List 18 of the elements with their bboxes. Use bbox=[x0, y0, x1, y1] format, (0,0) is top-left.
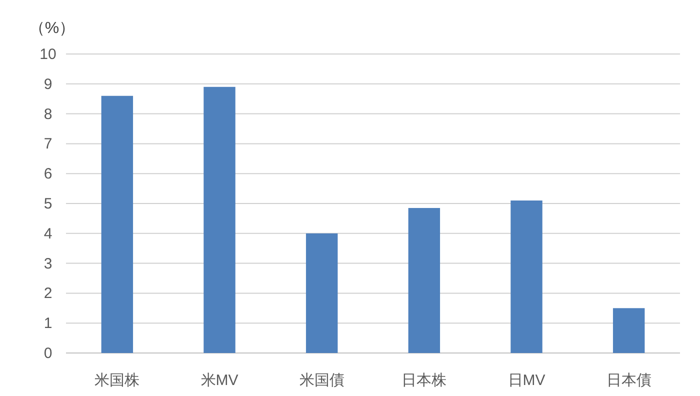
y-tick-label: 9 bbox=[44, 76, 52, 93]
x-tick-label: 日本株 bbox=[402, 372, 447, 389]
y-tick-label: 7 bbox=[44, 136, 52, 153]
x-tick-label: 米MV bbox=[200, 372, 238, 389]
y-tick-label: 5 bbox=[44, 196, 52, 212]
y-tick-label: 10 bbox=[40, 46, 56, 63]
x-tick-label: 米国債 bbox=[299, 372, 344, 389]
x-tick-label: 米国株 bbox=[94, 372, 140, 389]
y-tick-label: 1 bbox=[44, 315, 52, 332]
y-tick-label: 3 bbox=[44, 255, 52, 272]
y-tick-label: 4 bbox=[44, 225, 52, 242]
y-tick-label: 6 bbox=[44, 166, 52, 183]
y-tick-label: 8 bbox=[44, 106, 52, 123]
x-tick-label: 日MV bbox=[508, 372, 546, 389]
x-tick-label: 日本債 bbox=[606, 372, 652, 389]
y-tick-label: 0 bbox=[44, 345, 52, 362]
y-axis-title: （%） bbox=[28, 20, 76, 37]
y-tick-label: 2 bbox=[44, 285, 52, 302]
